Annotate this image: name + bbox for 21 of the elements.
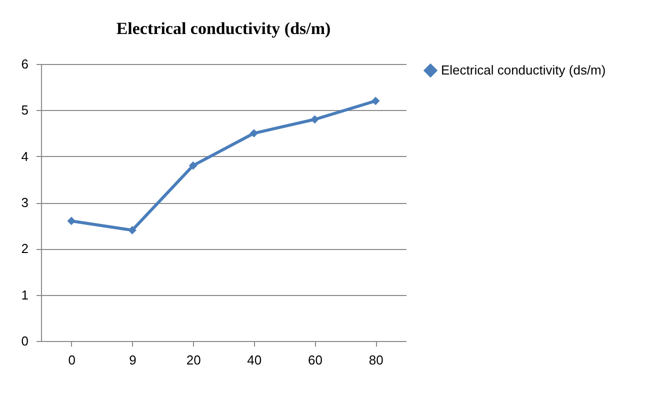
x-tick-label: 20 bbox=[186, 352, 201, 368]
point bbox=[250, 129, 258, 138]
x-tick-label: 0 bbox=[68, 352, 76, 368]
chart-title: Electrical conductivity (ds/m) bbox=[116, 19, 331, 38]
y-tick-label: 1 bbox=[21, 287, 28, 302]
y-tick-label: 6 bbox=[21, 56, 28, 72]
y-tick-label: 3 bbox=[21, 195, 28, 210]
y-tick-label: 5 bbox=[21, 102, 28, 118]
legend-label: Electrical conductivity (ds/m) bbox=[441, 62, 606, 78]
point bbox=[67, 216, 76, 226]
x-tick-label: 80 bbox=[368, 352, 384, 368]
y-tick-label: 0 bbox=[21, 334, 28, 348]
point bbox=[128, 226, 136, 234]
point bbox=[310, 115, 319, 124]
y-tick-label: 2 bbox=[21, 241, 28, 256]
x-tick-label: 9 bbox=[129, 352, 136, 368]
y-tick-label: 4 bbox=[21, 148, 28, 164]
x-tick-label: 40 bbox=[247, 352, 262, 368]
x-tick-label: 60 bbox=[308, 352, 322, 368]
point bbox=[371, 96, 380, 106]
point bbox=[188, 161, 198, 170]
